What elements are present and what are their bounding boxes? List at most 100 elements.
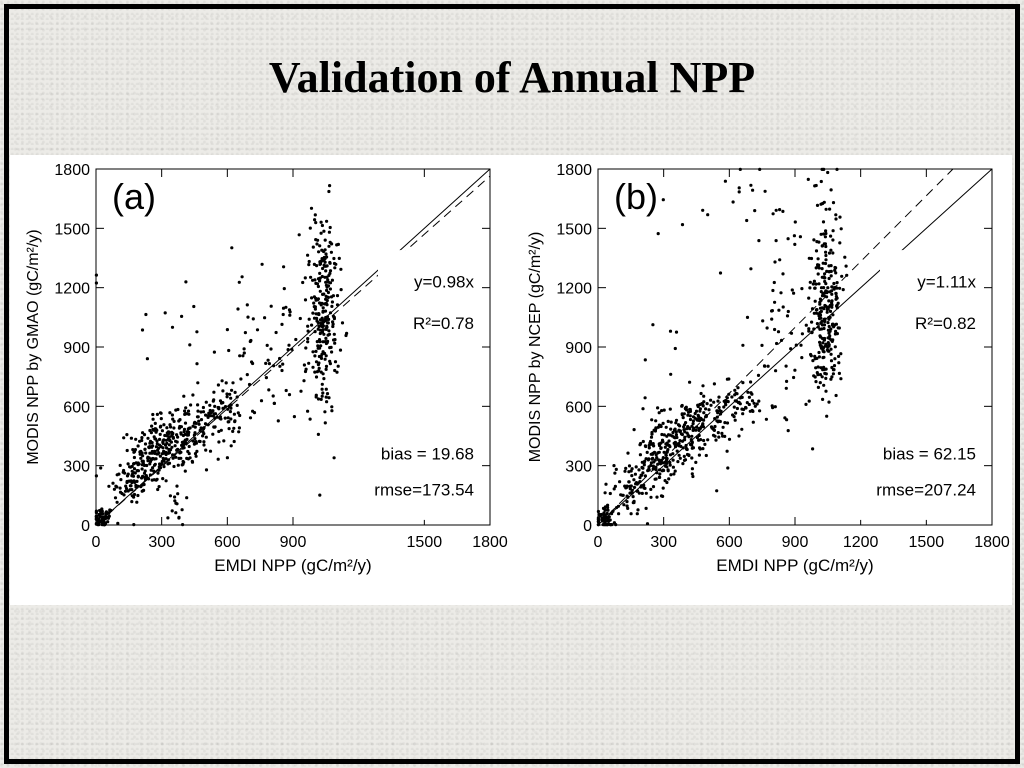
x-tick-label-b: 900 (782, 534, 809, 551)
data-point-a (213, 425, 217, 429)
data-point-a (187, 412, 191, 416)
data-point-a (284, 388, 288, 393)
data-point-b (832, 364, 837, 368)
data-point-b (834, 297, 838, 301)
data-point-a (211, 399, 215, 403)
data-point-b (799, 343, 803, 347)
data-point-a (159, 417, 163, 421)
data-point-b (605, 511, 609, 516)
data-point-a (323, 309, 328, 313)
data-point-b (640, 491, 644, 495)
data-point-a (320, 382, 324, 386)
data-point-a (180, 463, 184, 467)
data-point-a (148, 459, 153, 464)
data-point-b (818, 302, 822, 306)
data-point-a (204, 435, 208, 439)
data-point-a (136, 475, 140, 479)
data-point-a (203, 422, 208, 426)
data-point-b (635, 512, 639, 516)
data-point-b (816, 272, 820, 276)
data-point-a (132, 523, 136, 527)
data-point-b (671, 430, 675, 435)
data-point-a (269, 347, 273, 351)
data-point-a (130, 488, 134, 492)
data-point-b (661, 494, 665, 498)
data-point-b (837, 326, 841, 330)
data-point-b (733, 388, 737, 392)
data-point-b (656, 462, 660, 466)
data-point-b (638, 453, 642, 457)
data-point-b (681, 462, 685, 466)
data-point-b (824, 282, 828, 286)
data-point-b (723, 421, 727, 425)
data-point-a (304, 346, 308, 350)
data-point-b (800, 332, 804, 336)
data-point-b (781, 305, 785, 309)
data-point-a (316, 397, 321, 401)
data-point-a (302, 363, 306, 367)
data-point-a (315, 340, 319, 344)
data-point-b (784, 364, 788, 368)
data-point-b (690, 443, 694, 447)
data-point-b (697, 453, 701, 457)
data-point-a (114, 484, 118, 488)
data-point-a (162, 465, 166, 469)
y-tick-label-a: 600 (63, 399, 90, 416)
data-point-a (171, 456, 175, 460)
data-point-b (673, 427, 677, 431)
data-point-a (155, 439, 159, 443)
data-point-b (829, 248, 833, 252)
data-point-b (816, 257, 820, 261)
data-point-b (824, 258, 828, 262)
data-point-b (650, 457, 654, 461)
data-point-b (694, 428, 698, 432)
data-point-b (651, 464, 655, 468)
data-point-b (637, 468, 641, 472)
data-point-b (793, 242, 797, 246)
data-point-a (151, 417, 155, 421)
data-point-a (112, 487, 116, 491)
data-point-a (174, 511, 178, 515)
data-point-b (828, 304, 832, 308)
data-point-a (317, 354, 321, 359)
data-point-a (314, 395, 318, 399)
data-point-a (236, 411, 240, 415)
data-point-b (691, 422, 695, 426)
data-point-a (318, 260, 322, 264)
data-point-a (314, 296, 318, 300)
data-point-a (153, 437, 157, 441)
data-point-a (325, 392, 330, 396)
data-point-a (127, 479, 131, 483)
data-point-b (833, 357, 837, 361)
data-point-a (143, 469, 147, 473)
data-point-b (819, 316, 823, 320)
data-point-a (260, 262, 264, 266)
data-point-b (751, 188, 755, 192)
data-point-b (656, 406, 660, 410)
data-point-a (227, 427, 231, 431)
data-point-a (337, 256, 341, 260)
data-point-a (320, 274, 324, 279)
data-point-a (237, 430, 241, 434)
data-point-a (99, 466, 103, 470)
data-point-b (815, 322, 819, 326)
data-point-b (701, 208, 705, 212)
data-point-b (654, 467, 658, 471)
data-point-b (773, 327, 777, 332)
data-point-a (153, 421, 157, 425)
data-point-b (830, 339, 834, 343)
data-point-a (335, 370, 339, 374)
data-point-b (837, 361, 841, 365)
data-point-b (829, 347, 833, 351)
data-point-b (771, 212, 775, 216)
data-point-b (839, 352, 843, 356)
data-point-b (785, 314, 790, 318)
data-point-b (712, 400, 716, 404)
data-point-a (213, 404, 217, 408)
data-point-a (176, 463, 180, 467)
data-point-b (770, 404, 774, 408)
data-point-a (197, 419, 201, 423)
r-squared-b: R²=0.82 (915, 314, 976, 333)
data-point-b (718, 271, 723, 275)
annotation-bg-b (880, 250, 976, 321)
